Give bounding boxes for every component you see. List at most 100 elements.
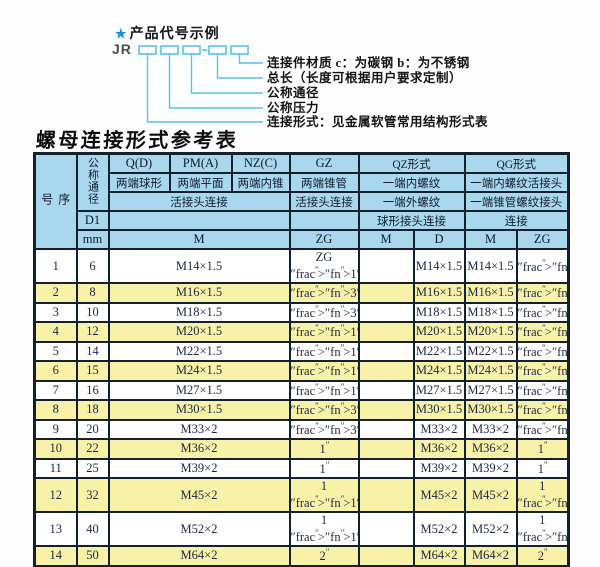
cell-seq: 8 bbox=[33, 399, 78, 421]
header-dn: 公称通径 bbox=[75, 152, 110, 212]
table-row: 28M16×1.5″frac″>″fn″>3″fd″>8″M16×1.5M16×… bbox=[33, 282, 570, 304]
cell-qg_m: M64×2 bbox=[463, 545, 518, 567]
header-seq: 序号 bbox=[33, 152, 78, 250]
cell-qg_zg: 1″ bbox=[515, 438, 570, 460]
header-nz-desc: 两端内锥 bbox=[230, 172, 291, 193]
header-nz: NZ(C) bbox=[230, 152, 291, 174]
header-d1: D1 bbox=[75, 210, 110, 231]
cell-qz_d: M33×2 bbox=[412, 418, 466, 440]
header-pm-desc: 两端平面 bbox=[168, 172, 233, 193]
cell-qz_d: M22×1.5 bbox=[412, 340, 466, 362]
cell-qg_m: M30×1.5 bbox=[463, 399, 518, 421]
table-header: 序号 公称通径 Q(D) PM(A) NZ(C) GZ QZ形式 QG形式 两端… bbox=[33, 152, 570, 250]
cell-qg_m: M36×2 bbox=[463, 438, 518, 460]
cell-zg: 1 ″frac″>″fn″>1″fd″>2″ bbox=[288, 511, 360, 547]
cell-zg: 2″ bbox=[288, 545, 360, 567]
cell-qg_zg: 1″ bbox=[515, 457, 570, 479]
cell-qz_d: M18×1.5 bbox=[412, 301, 466, 323]
cell-zg: ″frac″>″fn″>3″fd″>4″ bbox=[288, 399, 360, 421]
cell-qg_zg: 1 ″frac″>″fn″>1″fd″>2″ bbox=[515, 511, 570, 547]
header-union-joint: 活接头连接 bbox=[107, 191, 291, 212]
diagram-title: ★ 产品代号示例 bbox=[115, 23, 220, 43]
table-row: 10 22 M36×2 1″ M36×2 M36×2 1″ bbox=[33, 438, 570, 460]
header-empty-2 bbox=[288, 210, 360, 231]
table-row: 310M18×1.5″frac″>″fn″>3″fd″>8″M18×1.5M18… bbox=[33, 301, 570, 323]
cell-qg_m: M33×2 bbox=[463, 418, 518, 440]
cell-qg_zg: ″frac″>″fn″>3″fd″>8″ bbox=[515, 301, 570, 323]
cell-qz_d: M20×1.5 bbox=[412, 321, 466, 343]
leader-line-2 bbox=[216, 54, 263, 79]
header-qg-desc1: 一端内螺纹活接头 bbox=[463, 172, 570, 193]
cell-qz_m bbox=[357, 511, 415, 547]
cell-zg: 1″ bbox=[288, 438, 360, 460]
header-qg-m: M bbox=[463, 229, 518, 250]
code-label-length: 总长（长度可根据用户要求定制） bbox=[267, 71, 463, 85]
header-q-desc: 两端球形 bbox=[107, 172, 171, 193]
cell-m: M16×1.5 bbox=[107, 282, 291, 304]
cell-qg_m: M18×1.5 bbox=[463, 301, 518, 323]
cell-seq: 9 bbox=[33, 418, 78, 440]
cell-qz_d: M64×2 bbox=[412, 545, 466, 567]
header-gz: GZ bbox=[288, 152, 360, 174]
header-dn-text: 公称通径 bbox=[86, 157, 99, 205]
cell-qz_m bbox=[357, 282, 415, 304]
cell-qg_m: M16×1.5 bbox=[463, 282, 518, 304]
cell-dn: 12 bbox=[75, 321, 110, 343]
table-row: 412M20×1.5″frac″>″fn″>1″fd″>2″M20×1.5M20… bbox=[33, 321, 570, 343]
cell-zg: ZG ″frac″>″fn″>1″fd″>4″ bbox=[288, 248, 360, 284]
cell-qz_m bbox=[357, 438, 415, 460]
cell-qg_m: M52×2 bbox=[463, 511, 518, 547]
header-gz-union: 活接头连接 bbox=[288, 191, 360, 212]
cell-dn: 20 bbox=[75, 418, 110, 440]
cell-qz_d: M30×1.5 bbox=[412, 399, 466, 421]
table-row: 514M22×1.5″frac″>″fn″>1″fd″>2″M22×1.5M22… bbox=[33, 340, 570, 362]
cell-zg: ″frac″>″fn″>1″fd″>2″ bbox=[288, 360, 360, 382]
header-mm: mm bbox=[75, 229, 110, 250]
cell-seq: 4 bbox=[33, 321, 78, 343]
leader-line-1 bbox=[238, 54, 263, 64]
cell-zg: ″frac″>″fn″>1″fd″>2″ bbox=[288, 321, 360, 343]
cell-qg_m: M45×2 bbox=[463, 477, 518, 513]
header-qg-zg: ZG bbox=[515, 229, 570, 250]
cell-qz_d: M14×1.5 bbox=[412, 248, 466, 284]
header-row-3: 活接头连接 活接头连接 一端外螺纹 一端锥管螺纹接头 bbox=[35, 191, 570, 212]
cell-qg_m: M27×1.5 bbox=[463, 379, 518, 401]
cell-seq: 1 bbox=[33, 248, 78, 284]
cell-qz_d: M52×2 bbox=[412, 511, 466, 547]
table-row: 615M24×1.5″frac″>″fn″>1″fd″>2″M24×1.5M24… bbox=[33, 360, 570, 382]
cell-dn: 18 bbox=[75, 399, 110, 421]
cell-qz_m bbox=[357, 248, 415, 284]
cell-dn: 6 bbox=[75, 248, 110, 284]
code-label-pressure: 公称压力 bbox=[267, 101, 320, 115]
cell-qz_m bbox=[357, 399, 415, 421]
code-box-4 bbox=[208, 45, 227, 55]
cell-m: M20×1.5 bbox=[107, 321, 291, 343]
cell-seq: 2 bbox=[33, 282, 78, 304]
cell-qz_m bbox=[357, 477, 415, 513]
cell-seq: 6 bbox=[33, 360, 78, 382]
cell-m: M52×2 bbox=[107, 511, 291, 547]
cell-zg: 1 ″frac″>″fn″>1″fd″>4″ bbox=[288, 477, 360, 513]
code-label-material: 连接件材质 c：为碳钢 b：为不锈钢 bbox=[267, 56, 470, 70]
cell-dn: 16 bbox=[75, 379, 110, 401]
cell-seq: 3 bbox=[33, 301, 78, 323]
header-seq-text: 序号 bbox=[39, 193, 71, 229]
cell-m: M22×1.5 bbox=[107, 340, 291, 362]
table-title: 螺母连接形式参考表 bbox=[35, 130, 240, 152]
cell-dn: 15 bbox=[75, 360, 110, 382]
cell-seq: 13 bbox=[33, 511, 78, 547]
star-icon: ★ bbox=[115, 26, 128, 41]
cell-zg: ″frac″>″fn″>1″fd″>2″ bbox=[288, 379, 360, 401]
cell-dn: 22 bbox=[75, 438, 110, 460]
cell-qz_m bbox=[357, 418, 415, 440]
table-row: 920M33×2″frac″>″fn″>3″fd″>4″M33×2M33×2″f… bbox=[33, 418, 570, 440]
cell-qz_d: M45×2 bbox=[412, 477, 466, 513]
cell-qz_m bbox=[357, 321, 415, 343]
cell-m: M36×2 bbox=[107, 438, 291, 460]
cell-qg_zg: ″frac″>″fn″>1″fd″>2″ bbox=[515, 379, 570, 401]
cell-seq: 11 bbox=[33, 457, 78, 479]
header-zg-col: ZG bbox=[288, 229, 360, 250]
